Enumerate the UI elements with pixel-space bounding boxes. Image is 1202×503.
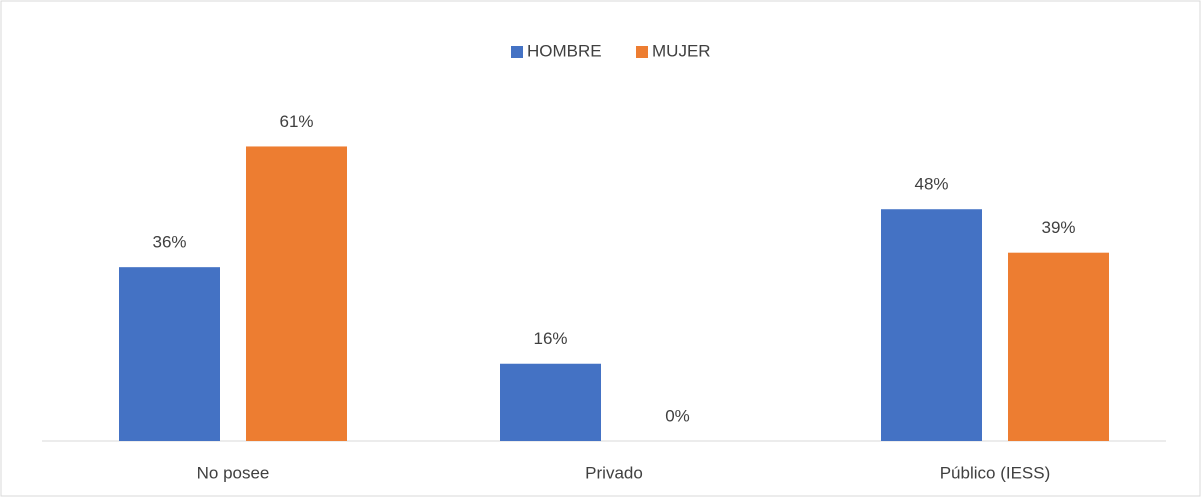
legend-label: HOMBRE [527,41,602,60]
legend-swatch [511,46,523,58]
data-label: 61% [279,112,313,131]
data-label: 48% [914,175,948,194]
x-tick-label: Privado [585,463,643,482]
bar [1008,252,1109,441]
data-label: 16% [533,329,567,348]
bar [500,363,601,441]
legend-swatch [636,46,648,58]
data-label: 39% [1041,218,1075,237]
bar [881,209,982,441]
x-tick-label: No posee [197,463,270,482]
bar [119,267,220,441]
data-label: 36% [152,233,186,252]
legend-label: MUJER [652,41,711,60]
x-tick-label: Público (IESS) [940,463,1051,482]
bar [246,146,347,441]
data-label: 0% [665,406,690,425]
